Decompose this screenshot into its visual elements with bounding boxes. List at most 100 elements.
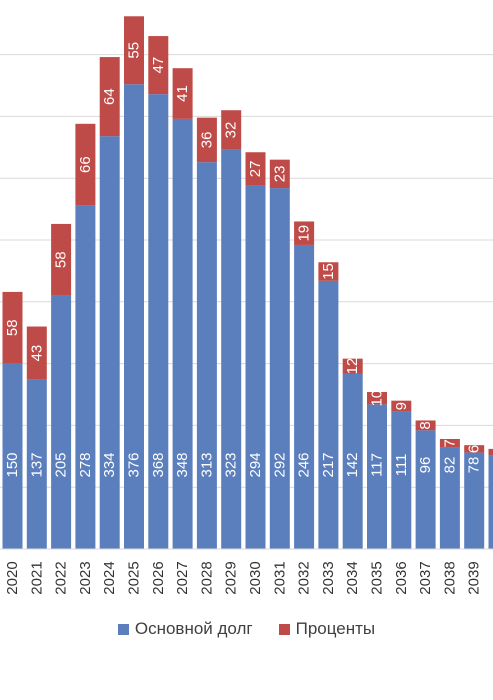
legend-swatch-principal — [117, 623, 129, 635]
bar-interest-2030 — [245, 152, 266, 186]
x-tick-2039: 2039 — [466, 561, 483, 594]
bar-interest-2026 — [148, 36, 169, 95]
bar-principal-2023 — [75, 205, 96, 549]
label-principal-2025: 376 — [126, 452, 143, 477]
label-interest-2033: 15 — [320, 263, 337, 280]
x-tick-2034: 2034 — [344, 561, 361, 594]
label-interest-2029: 32 — [223, 122, 240, 139]
label-principal-2040: 76 — [490, 457, 493, 474]
label-principal-2036: 111 — [393, 454, 410, 477]
label-principal-2021: 137 — [28, 452, 45, 477]
label-interest-2038: 7 — [441, 439, 458, 447]
label-interest-2032: 19 — [296, 225, 313, 242]
bar-interest-2033 — [318, 262, 339, 281]
x-tick-2027: 2027 — [174, 561, 191, 594]
bar-principal-2030 — [245, 185, 266, 549]
label-interest-2040: 5 — [490, 448, 493, 456]
x-tick-2035: 2035 — [369, 561, 386, 594]
bar-principal-2039 — [464, 452, 485, 549]
bar-interest-2032 — [294, 221, 315, 245]
bar-interest-2020 — [2, 291, 23, 364]
x-tick-2040: 2040 — [490, 561, 493, 594]
label-principal-2020: 150 — [4, 452, 21, 477]
x-tick-2020: 2020 — [4, 561, 21, 594]
x-tick-2030: 2030 — [247, 561, 264, 594]
bar-interest-2034 — [342, 358, 363, 374]
x-tick-2024: 2024 — [101, 561, 118, 594]
label-principal-2033: 217 — [320, 452, 337, 477]
label-interest-2036: 9 — [393, 402, 410, 410]
label-principal-2029: 323 — [223, 452, 240, 477]
legend-item-interest: Проценты — [278, 619, 376, 639]
bar-principal-2021 — [26, 379, 47, 549]
bar-principal-2026 — [148, 94, 169, 549]
bar-principal-2032 — [294, 244, 315, 549]
bar-principal-2038 — [439, 447, 460, 549]
label-interest-2024: 64 — [101, 88, 118, 105]
bar-principal-2036 — [391, 411, 412, 549]
label-interest-2023: 66 — [77, 156, 94, 173]
x-tick-2021: 2021 — [28, 561, 45, 594]
label-principal-2026: 368 — [150, 452, 167, 477]
bar-interest-2036 — [391, 400, 412, 412]
x-tick-2032: 2032 — [296, 561, 313, 594]
label-principal-2022: 205 — [53, 452, 70, 477]
label-interest-2030: 27 — [247, 161, 264, 178]
bar-value-labels: 1505813743205582786633464376553684734841… — [4, 42, 493, 478]
x-tick-2036: 2036 — [393, 561, 410, 594]
legend-item-principal: Основной долг — [117, 619, 253, 639]
x-axis-tick-labels: 2020 2021 2022 2023 2024 2025 2026 2027 2028 2029… — [4, 561, 493, 594]
bar-interest-2037 — [415, 420, 436, 431]
bar-interest-2029 — [221, 110, 242, 150]
label-principal-2034: 142 — [344, 452, 361, 477]
label-interest-2031: 23 — [271, 166, 288, 183]
label-principal-2027: 348 — [174, 452, 191, 477]
bar-principal-2033 — [318, 280, 339, 549]
bars — [2, 16, 493, 549]
bar-principal-2029 — [221, 149, 242, 549]
bar-principal-2022 — [51, 295, 72, 549]
bar-principal-2028 — [196, 162, 217, 549]
bar-interest-2031 — [269, 159, 290, 189]
label-principal-2035: 117 — [369, 453, 386, 477]
bar-principal-2027 — [172, 118, 193, 549]
label-principal-2023: 278 — [77, 452, 94, 477]
label-principal-2037: 96 — [417, 457, 434, 474]
bar-interest-2038 — [439, 438, 460, 448]
legend: Основной долг Проценты — [0, 619, 493, 639]
label-interest-2037: 8 — [417, 421, 434, 429]
x-tick-2022: 2022 — [53, 561, 70, 594]
label-interest-2039: 6 — [466, 445, 483, 453]
bar-interest-2024 — [99, 57, 120, 137]
bar-interest-2040 — [488, 448, 493, 456]
label-principal-2028: 313 — [198, 452, 215, 477]
x-tick-2037: 2037 — [417, 561, 434, 594]
label-principal-2031: 292 — [271, 452, 288, 477]
label-principal-2032: 246 — [296, 452, 313, 477]
label-interest-2025: 55 — [126, 42, 143, 59]
label-interest-2026: 47 — [150, 57, 167, 74]
legend-label-interest: Проценты — [295, 619, 376, 638]
bar-interest-2027 — [172, 68, 193, 119]
label-interest-2034: 12 — [344, 358, 361, 375]
label-interest-2027: 41 — [174, 85, 191, 102]
legend-swatch-interest — [278, 623, 290, 635]
bar-interest-2022 — [51, 223, 72, 296]
bar-principal-2024 — [99, 136, 120, 549]
bar-interest-2021 — [26, 326, 47, 380]
x-tick-2029: 2029 — [223, 561, 240, 594]
bar-principal-2031 — [269, 188, 290, 549]
bar-interest-2028 — [196, 117, 217, 163]
label-principal-2030: 294 — [247, 452, 264, 477]
label-interest-2021: 43 — [28, 345, 45, 362]
bar-interest-2025 — [124, 16, 144, 85]
bar-interest-2039 — [464, 445, 485, 453]
label-interest-2020: 58 — [4, 319, 21, 336]
bar-principal-2034 — [342, 373, 363, 549]
label-principal-2039: 78 — [466, 457, 483, 474]
label-interest-2035: 10 — [369, 390, 386, 407]
x-tick-2028: 2028 — [198, 561, 215, 594]
label-interest-2028: 36 — [198, 132, 215, 149]
x-tick-2038: 2038 — [441, 561, 458, 594]
